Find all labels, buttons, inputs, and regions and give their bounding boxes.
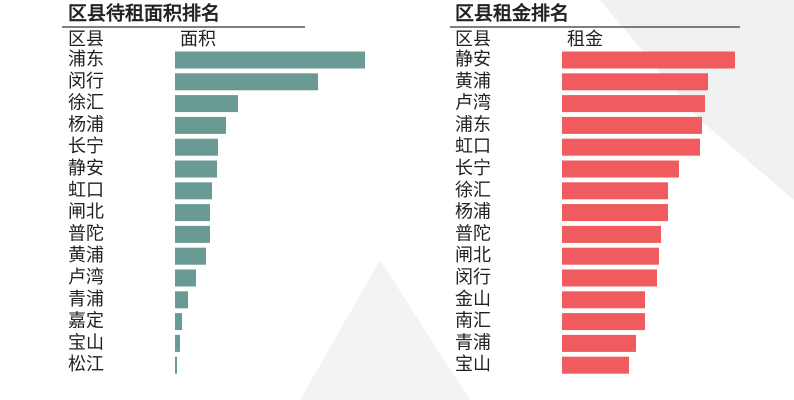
category-label: 普陀 xyxy=(455,223,491,244)
bar xyxy=(562,51,735,69)
category-label: 长宁 xyxy=(455,158,491,179)
category-label: 宝山 xyxy=(68,332,104,353)
bar xyxy=(175,160,217,178)
chart-title: 区县待租面积排名 xyxy=(68,2,220,25)
category-label: 长宁 xyxy=(68,136,104,157)
bar xyxy=(562,160,679,178)
bar xyxy=(175,138,218,156)
bar xyxy=(562,138,700,156)
bar xyxy=(562,73,708,91)
value-header: 租金 xyxy=(567,29,603,50)
category-label: 闸北 xyxy=(68,202,104,223)
bar xyxy=(562,204,668,222)
bar xyxy=(175,334,180,352)
bar xyxy=(562,182,668,200)
bar xyxy=(562,291,645,309)
category-label: 南汇 xyxy=(455,311,491,332)
category-label: 虹口 xyxy=(455,136,491,157)
category-label: 卢湾 xyxy=(68,267,104,288)
category-label: 黄浦 xyxy=(68,245,104,266)
chart-title: 区县租金排名 xyxy=(455,2,569,25)
background-shape xyxy=(300,260,470,400)
bar xyxy=(562,116,702,134)
bar xyxy=(562,247,659,265)
category-header: 区县 xyxy=(455,29,491,50)
bar xyxy=(175,116,226,134)
category-label: 松江 xyxy=(68,354,104,375)
category-label: 徐汇 xyxy=(68,93,104,114)
value-header: 面积 xyxy=(180,29,216,50)
category-label: 青浦 xyxy=(68,289,104,310)
category-label: 黄浦 xyxy=(455,71,491,92)
bar xyxy=(562,334,636,352)
category-label: 宝山 xyxy=(455,354,491,375)
bar xyxy=(562,95,705,113)
category-label: 青浦 xyxy=(455,332,491,353)
bar xyxy=(175,95,238,113)
category-label: 浦东 xyxy=(455,114,491,135)
bar xyxy=(562,225,661,243)
bar xyxy=(175,356,177,374)
bar xyxy=(175,204,210,222)
bar xyxy=(562,313,645,331)
bar xyxy=(175,182,212,200)
bar xyxy=(175,225,210,243)
category-header: 区县 xyxy=(68,29,104,50)
bar xyxy=(175,269,196,287)
category-label: 徐汇 xyxy=(455,180,491,201)
category-label: 卢湾 xyxy=(455,93,491,114)
bar xyxy=(175,291,188,309)
category-label: 闸北 xyxy=(455,245,491,266)
bar xyxy=(175,73,318,91)
category-label: 静安 xyxy=(68,158,104,179)
category-label: 杨浦 xyxy=(68,114,104,135)
category-label: 杨浦 xyxy=(455,202,491,223)
category-label: 虹口 xyxy=(68,180,104,201)
bar xyxy=(562,269,657,287)
category-label: 闵行 xyxy=(455,267,491,288)
category-label: 闵行 xyxy=(68,71,104,92)
bar xyxy=(175,313,182,331)
category-label: 浦东 xyxy=(68,49,104,70)
bar xyxy=(562,356,629,374)
bar xyxy=(175,51,365,69)
category-label: 金山 xyxy=(455,289,491,310)
category-label: 静安 xyxy=(455,49,491,70)
category-label: 普陀 xyxy=(68,223,104,244)
bar xyxy=(175,247,206,265)
category-label: 嘉定 xyxy=(68,311,104,332)
